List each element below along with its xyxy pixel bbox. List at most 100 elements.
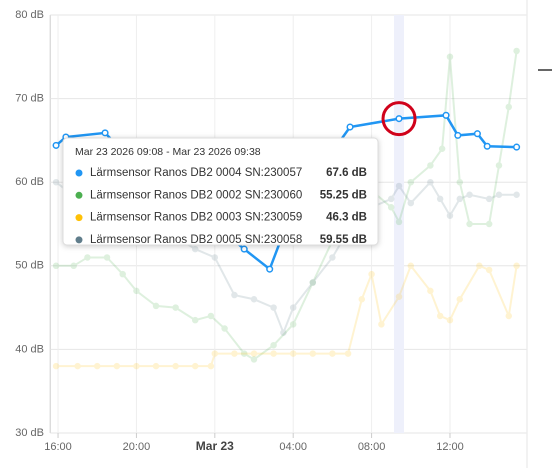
data-point [133, 287, 140, 295]
data-point [266, 265, 274, 273]
data-point [191, 245, 199, 253]
data-point [358, 295, 366, 303]
data-point [250, 350, 258, 357]
data-point [387, 195, 395, 203]
data-point [436, 312, 444, 320]
data-point [485, 195, 493, 203]
x-tick-label: 12:00 [436, 441, 464, 453]
data-point [378, 321, 385, 328]
data-point [119, 270, 126, 278]
data-point [113, 362, 121, 370]
data-point [152, 362, 160, 370]
tooltip-dot [75, 191, 83, 199]
data-point [407, 199, 415, 207]
x-tick-label: 08:00 [358, 441, 386, 453]
data-point [207, 312, 215, 320]
data-point [329, 254, 336, 261]
data-point [427, 178, 434, 186]
y-tick-label: 30 dB [15, 427, 44, 439]
data-point [289, 304, 297, 311]
data-point [427, 162, 434, 169]
data-point [309, 279, 317, 286]
data-point [231, 350, 238, 357]
data-point [172, 304, 179, 311]
data-point [289, 321, 297, 328]
data-point [207, 362, 215, 370]
data-point [240, 350, 248, 357]
series [52, 262, 520, 370]
data-point [513, 262, 520, 270]
data-point [309, 279, 317, 286]
tooltip-series-name: Lärmsensor Ranos DB2 0002 SN:230060 [90, 189, 302, 201]
data-point [231, 291, 238, 299]
data-point [191, 316, 199, 324]
data-point [442, 111, 450, 119]
x-tick-label: 20:00 [123, 441, 151, 453]
data-point [395, 293, 403, 300]
data-point [74, 362, 81, 370]
data-point [456, 295, 464, 303]
data-point [387, 204, 395, 211]
series-line [56, 263, 518, 368]
series-line [56, 50, 518, 361]
x-tick-label: Mar 23 [196, 439, 234, 453]
tooltip-box [62, 137, 379, 246]
data-point [240, 245, 248, 253]
data-point [438, 145, 446, 153]
tooltip-value: 67.6 dB [326, 167, 367, 179]
x-tick-label: 16:00 [44, 441, 72, 453]
data-point [211, 254, 219, 261]
data-point [407, 262, 415, 270]
data-point [70, 262, 77, 270]
data-point [270, 304, 277, 311]
data-point [289, 350, 297, 357]
data-point [395, 115, 403, 123]
data-point [476, 262, 483, 270]
data-point [473, 130, 481, 138]
data-point [346, 123, 354, 131]
data-point [456, 178, 464, 186]
data-point [513, 191, 520, 198]
data-point [495, 162, 503, 169]
hover-band [394, 15, 405, 433]
tooltip-dot [75, 236, 83, 244]
data-point [466, 220, 473, 228]
data-point [395, 218, 403, 226]
data-point [270, 341, 277, 349]
data-point [103, 254, 111, 261]
data-point [513, 143, 521, 151]
data-point [52, 362, 60, 370]
y-tick-label: 70 dB [15, 93, 44, 105]
data-point [270, 350, 277, 357]
data-point [454, 131, 462, 139]
data-point [436, 195, 444, 203]
tooltip-value: 46.3 dB [326, 212, 367, 224]
tooltip-dot [75, 214, 83, 222]
tooltip-series-name: Lärmsensor Ranos DB2 0004 SN:230057 [90, 167, 302, 179]
data-point [329, 350, 336, 357]
data-point [446, 212, 454, 219]
y-tick-label: 50 dB [15, 260, 44, 272]
tooltip-dot [75, 169, 83, 177]
data-point [52, 141, 60, 149]
data-point [456, 195, 464, 203]
tooltip-series-name: Lärmsensor Ranos DB2 0003 SN:230059 [90, 212, 302, 224]
data-point [344, 350, 352, 357]
data-point [427, 287, 434, 295]
data-point [250, 356, 258, 363]
data-point [84, 254, 91, 261]
data-point [309, 350, 317, 357]
x-tick-label: 04:00 [279, 441, 307, 453]
data-point [172, 362, 179, 370]
tooltip-series-name: Lärmsensor Ranos DB2 0005 SN:230058 [90, 234, 302, 246]
data-point [211, 350, 219, 357]
data-point [483, 142, 491, 150]
data-point [221, 325, 228, 332]
data-point [152, 302, 160, 310]
data-point [446, 316, 454, 324]
y-tick-label: 40 dB [15, 343, 44, 355]
data-point [191, 362, 199, 370]
highlight-ring [381, 101, 417, 137]
tooltip-title: Mar 23 2026 09:08 - Mar 23 2026 09:38 [75, 146, 261, 158]
